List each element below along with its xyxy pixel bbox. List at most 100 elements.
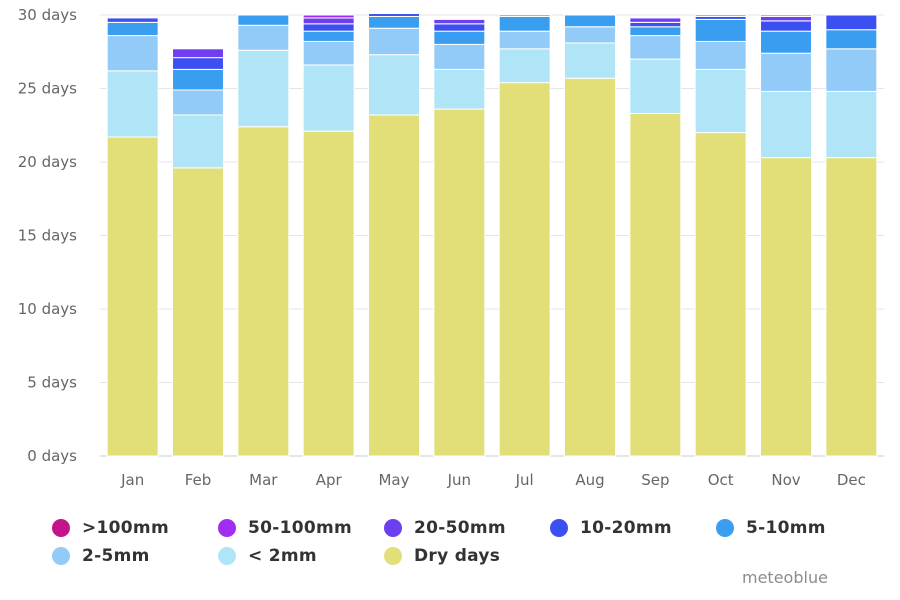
bar-segment[interactable] — [498, 30, 551, 50]
bar-segment[interactable] — [760, 157, 812, 457]
bar-segment[interactable] — [694, 132, 747, 457]
bar-segment[interactable] — [825, 157, 878, 457]
bar-segment[interactable] — [106, 136, 159, 457]
bar-segment[interactable] — [368, 54, 420, 116]
bar-segment[interactable] — [302, 64, 355, 132]
bar-segment[interactable] — [302, 30, 355, 42]
bar-segment[interactable] — [433, 18, 486, 25]
bar-segment[interactable] — [825, 14, 878, 31]
bars — [106, 13, 878, 457]
bar-segment[interactable] — [760, 90, 812, 159]
bar-segment[interactable] — [760, 30, 812, 54]
bar-segment[interactable] — [760, 20, 812, 32]
bar-segment[interactable] — [825, 29, 878, 50]
x-tick-label: Sep — [641, 471, 669, 489]
bar-segment[interactable] — [433, 108, 486, 457]
bar-segment[interactable] — [368, 15, 420, 29]
bar-segment[interactable] — [498, 14, 551, 17]
bar-segment[interactable] — [302, 40, 355, 66]
bar-segment[interactable] — [498, 15, 551, 32]
y-tick-label: 0 days — [27, 447, 77, 465]
legend-item-dry-days[interactable]: Dry days — [384, 546, 550, 566]
bar-segment[interactable] — [172, 89, 224, 116]
legend-item-5-10mm[interactable]: 5-10mm — [716, 518, 882, 538]
bar-segment[interactable] — [237, 126, 290, 457]
bar-segment[interactable] — [694, 14, 747, 17]
legend-marker — [52, 519, 70, 537]
bar-segment[interactable] — [368, 114, 420, 457]
legend-label: Dry days — [414, 546, 501, 566]
y-tick-label: 30 days — [18, 6, 77, 24]
bar-segment[interactable] — [302, 14, 355, 19]
legend-marker — [52, 547, 70, 565]
legend-item-under-2mm[interactable]: < 2mm — [218, 546, 384, 566]
bar-segment[interactable] — [629, 112, 682, 457]
x-tick-label: Dec — [837, 471, 866, 489]
bar-stack-jan — [106, 17, 159, 457]
legend-item-2-5mm[interactable]: 2-5mm — [52, 546, 218, 566]
bar-segment[interactable] — [629, 58, 682, 114]
y-tick-label: 15 days — [18, 227, 77, 245]
bar-segment[interactable] — [368, 27, 420, 56]
x-axis-labels: Jan Feb Mar Apr May Jun Jul Aug Sep Oct Nov Dec — [120, 471, 866, 489]
legend-label: 10-20mm — [580, 518, 672, 538]
bar-segment[interactable] — [172, 167, 224, 457]
legend-item-20-50mm[interactable]: 20-50mm — [384, 518, 550, 538]
x-tick-label: Feb — [185, 471, 212, 489]
bar-segment[interactable] — [760, 52, 812, 92]
bar-segment[interactable] — [172, 48, 224, 59]
bar-segment[interactable] — [368, 13, 420, 17]
legend: >100mm 50-100mm 20-50mm 10-20mm 5-10mm 2… — [52, 514, 872, 570]
bar-segment[interactable] — [564, 14, 616, 28]
bar-segment[interactable] — [694, 40, 747, 70]
precipitation-days-chart: 0 days 5 days 10 days 15 days 20 days 25 days… — [18, 6, 884, 489]
bar-segment[interactable] — [629, 26, 682, 37]
legend-item-50-100mm[interactable]: 50-100mm — [218, 518, 384, 538]
bar-segment[interactable] — [302, 130, 355, 457]
bar-segment[interactable] — [106, 21, 159, 37]
bar-segment[interactable] — [237, 24, 290, 51]
x-tick-label: Nov — [771, 471, 800, 489]
bar-segment[interactable] — [433, 30, 486, 45]
bar-segment[interactable] — [106, 17, 159, 23]
legend-item-10-20mm[interactable]: 10-20mm — [550, 518, 716, 538]
bar-segment[interactable] — [106, 70, 159, 138]
bar-stack-oct — [694, 14, 747, 457]
y-tick-label: 10 days — [18, 300, 77, 318]
bar-segment[interactable] — [760, 14, 812, 17]
bar-segment[interactable] — [433, 23, 486, 32]
bar-segment[interactable] — [302, 17, 355, 25]
bar-segment[interactable] — [302, 23, 355, 32]
bar-segment[interactable] — [172, 114, 224, 169]
bar-segment[interactable] — [498, 82, 551, 457]
bar-stack-feb — [172, 48, 224, 457]
credit-label[interactable]: meteoblue — [742, 568, 828, 587]
bar-segment[interactable] — [433, 43, 486, 70]
bar-segment[interactable] — [825, 90, 878, 159]
bar-segment[interactable] — [498, 48, 551, 84]
bar-segment[interactable] — [237, 14, 290, 26]
legend-label: < 2mm — [248, 546, 317, 566]
bar-segment[interactable] — [694, 68, 747, 134]
legend-item-over-100mm[interactable]: >100mm — [52, 518, 218, 538]
y-tick-label: 20 days — [18, 153, 77, 171]
bar-segment[interactable] — [172, 68, 224, 91]
bar-segment[interactable] — [564, 42, 616, 79]
bar-segment[interactable] — [433, 68, 486, 110]
bar-segment[interactable] — [237, 49, 290, 128]
bar-segment[interactable] — [629, 17, 682, 23]
legend-marker — [550, 519, 568, 537]
y-axis-labels: 0 days 5 days 10 days 15 days 20 days 25 days… — [18, 6, 77, 465]
bar-segment[interactable] — [564, 77, 616, 457]
legend-marker — [384, 547, 402, 565]
bar-segment[interactable] — [629, 21, 682, 28]
bar-segment[interactable] — [760, 15, 812, 22]
bar-segment[interactable] — [564, 26, 616, 44]
bar-segment[interactable] — [172, 57, 224, 70]
bar-segment[interactable] — [106, 35, 159, 72]
x-tick-label: Apr — [316, 471, 343, 489]
bar-segment[interactable] — [694, 18, 747, 42]
bar-segment[interactable] — [825, 48, 878, 92]
bar-segment[interactable] — [629, 35, 682, 60]
y-tick-label: 25 days — [18, 80, 77, 98]
